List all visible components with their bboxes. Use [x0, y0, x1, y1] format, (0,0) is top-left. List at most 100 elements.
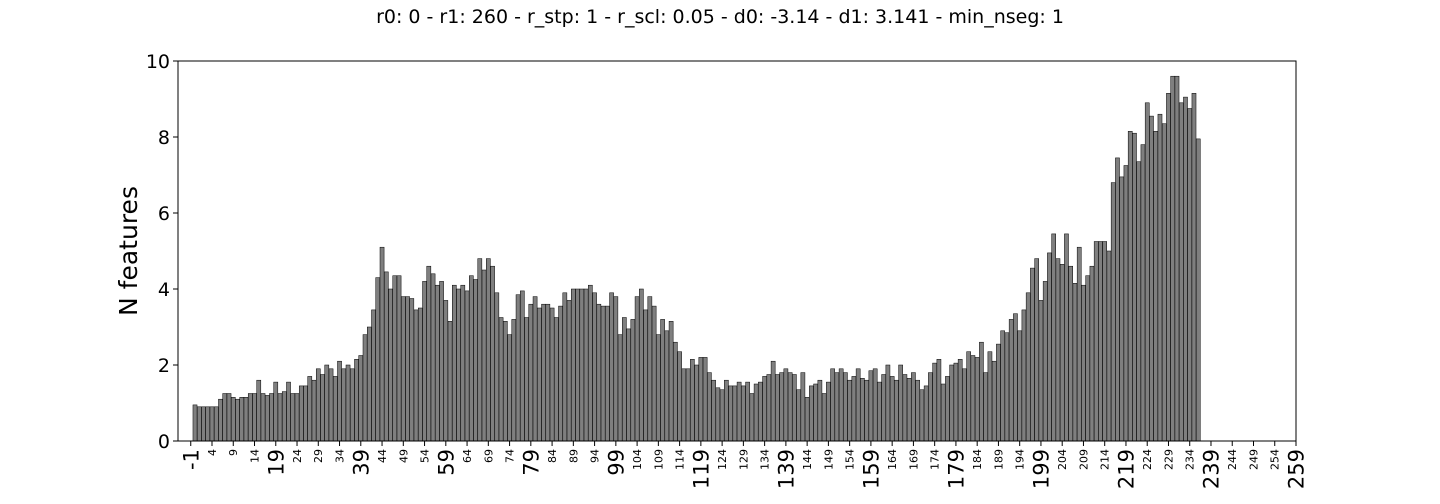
bar: [315, 368, 321, 442]
bar: [494, 292, 500, 442]
bar: [481, 269, 487, 442]
bar: [230, 397, 236, 442]
bar: [1115, 157, 1120, 442]
bar: [1149, 115, 1154, 442]
bar: [609, 292, 614, 442]
bar: [520, 290, 525, 442]
bar: [919, 389, 925, 442]
bar: [979, 341, 984, 442]
bar: [915, 379, 920, 442]
bar: [571, 288, 576, 442]
bar: [422, 281, 427, 442]
bar: [1051, 233, 1056, 442]
x-tick-label-minor: 254: [1269, 449, 1282, 470]
bar: [626, 328, 631, 442]
bar: [936, 359, 942, 442]
bar: [477, 258, 483, 442]
bar: [753, 383, 759, 442]
bar: [401, 296, 406, 442]
bar: [830, 368, 835, 442]
bar: [256, 379, 262, 442]
bar: [1004, 332, 1010, 442]
bar: [1098, 241, 1103, 442]
bar: [196, 406, 202, 442]
bar: [622, 317, 627, 442]
bar: [583, 288, 589, 442]
bar: [1183, 96, 1188, 442]
bar: [213, 406, 219, 442]
bar: [328, 368, 334, 442]
bar: [439, 281, 444, 442]
bar: [970, 355, 976, 442]
chart-title: r0: 0 - r1: 260 - r_stp: 1 - r_scl: 0.05…: [376, 6, 1064, 28]
bar: [796, 389, 801, 442]
bar: [486, 258, 491, 442]
bar: [1187, 108, 1193, 442]
bar: [787, 372, 793, 442]
x-tick-label-minor: 214: [1099, 449, 1112, 470]
bar: [1030, 267, 1035, 442]
bar: [647, 296, 653, 442]
x-tick-label-major: 239: [1200, 449, 1224, 489]
bar: [209, 406, 215, 442]
bar: [1127, 131, 1133, 442]
bar: [673, 341, 678, 442]
bar: [838, 368, 844, 442]
x-tick-label-minor: 134: [759, 449, 772, 470]
bar: [707, 372, 712, 442]
bar: [894, 379, 899, 442]
x-tick-label-major: 159: [859, 449, 883, 489]
bar: [1034, 258, 1039, 442]
x-tick-label-minor: 104: [631, 449, 644, 470]
bar: [702, 357, 708, 442]
bar: [473, 279, 478, 442]
bar: [826, 381, 831, 442]
bar: [864, 379, 869, 442]
bar: [987, 351, 993, 442]
bar: [349, 368, 355, 442]
bar: [430, 273, 436, 442]
bar: [1119, 176, 1125, 442]
bar: [1076, 246, 1082, 442]
bar: [1013, 313, 1018, 442]
bar: [1174, 75, 1180, 442]
x-tick-label-minor: 44: [376, 449, 389, 463]
bar: [418, 307, 423, 442]
bar: [277, 393, 283, 442]
bar: [1161, 123, 1167, 442]
bar: [566, 300, 572, 442]
y-tick-label: 4: [158, 279, 170, 301]
bar: [991, 360, 997, 442]
x-tick-label-major: 59: [434, 449, 458, 476]
bar: [337, 360, 342, 442]
bar: [736, 381, 742, 442]
x-tick-label-minor: 9: [227, 449, 240, 456]
plot-frame: [177, 60, 1297, 442]
x-tick-label-minor: 34: [333, 449, 346, 463]
bar: [745, 381, 750, 442]
bar: [940, 383, 946, 442]
x-tick-label-minor: 184: [971, 449, 984, 470]
bar: [307, 376, 313, 442]
x-tick-label-minor: 124: [716, 449, 729, 470]
bar: [575, 288, 580, 442]
bar: [588, 284, 593, 442]
bar: [1140, 144, 1146, 442]
bar: [770, 360, 776, 442]
y-axis-label: N features: [114, 186, 143, 316]
x-tick-label-minor: 154: [844, 449, 857, 470]
bar: [362, 334, 368, 442]
bar: [792, 374, 797, 442]
bar: [1110, 182, 1116, 442]
bar: [855, 368, 861, 442]
bar: [311, 379, 317, 442]
bar: [1068, 265, 1073, 442]
bar: [341, 368, 347, 442]
bar: [877, 381, 882, 442]
x-tick-label-minor: 29: [312, 449, 325, 463]
bar: [235, 398, 240, 442]
bar: [1102, 241, 1107, 442]
bar: [630, 319, 636, 442]
x-tick-label-minor: 249: [1247, 449, 1260, 470]
